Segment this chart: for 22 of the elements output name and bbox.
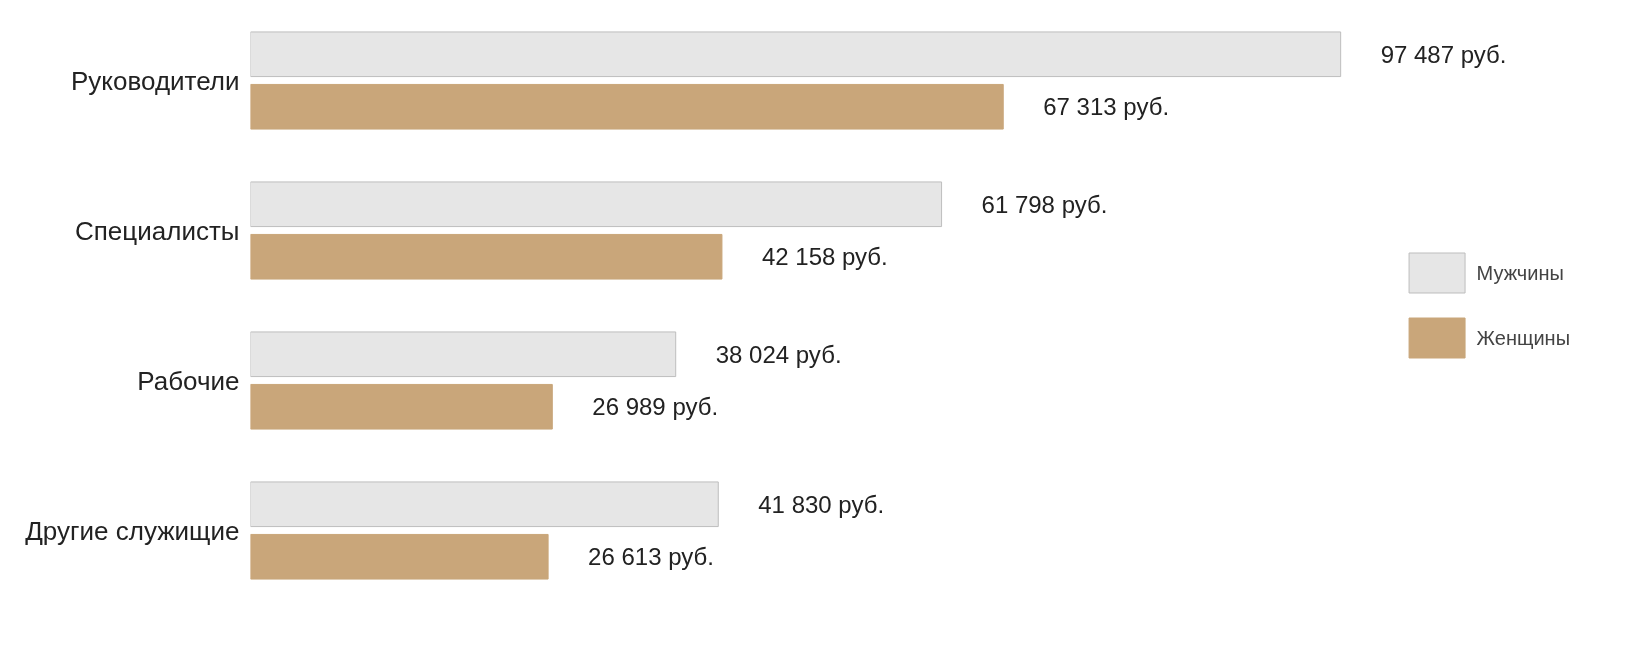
y-tick-label: Специалисты (75, 215, 240, 246)
data-label: 67 313 руб. (1043, 93, 1170, 121)
bar (250, 383, 553, 430)
data-label: 97 487 руб. (1380, 40, 1507, 68)
legend-label: Мужчины (1476, 261, 1564, 284)
data-label: 26 613 руб. (588, 543, 714, 571)
y-tick-label: Рабочие (137, 365, 240, 396)
bar (250, 481, 719, 528)
bar (250, 233, 723, 280)
bar (250, 181, 943, 228)
bar (250, 31, 1342, 78)
bar (250, 83, 1004, 130)
legend-label: Женщины (1476, 326, 1570, 349)
data-label: 42 158 руб. (761, 243, 888, 271)
data-label: 41 830 руб. (758, 490, 885, 518)
data-label: 61 798 руб. (981, 190, 1108, 218)
bar (250, 533, 549, 580)
y-tick-label: Руководители (71, 65, 240, 96)
y-tick-label: Другие служищие (25, 515, 240, 546)
data-label: 26 989 руб. (592, 393, 719, 421)
data-label: 38 024 руб. (715, 340, 842, 368)
bar (250, 331, 677, 378)
